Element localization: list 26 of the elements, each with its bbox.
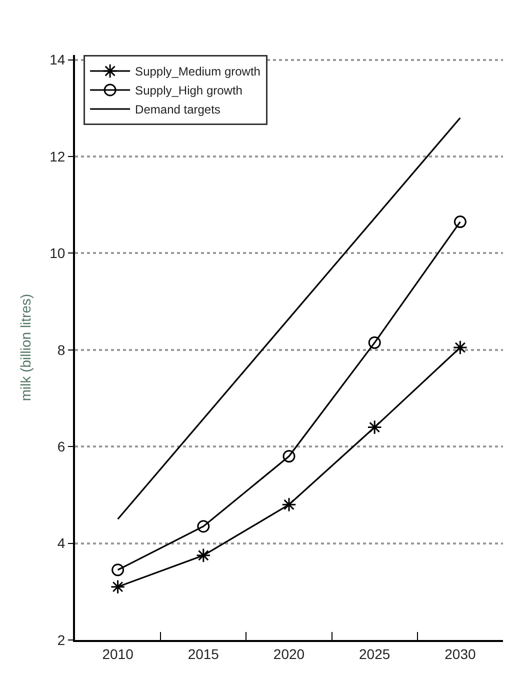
- y-tick-label: 8: [57, 342, 66, 358]
- y-tick-label: 4: [57, 535, 66, 552]
- x-tick-label: 2015: [188, 646, 220, 662]
- point: [367, 420, 382, 435]
- y-tick-label: 2: [57, 632, 66, 648]
- point: [454, 216, 466, 228]
- point: [452, 340, 468, 355]
- point: [282, 497, 296, 512]
- x-tick-label: 2025: [359, 646, 390, 662]
- legend-label: Supply_Medium growth: [135, 64, 260, 79]
- y-tick-label: 10: [50, 245, 66, 262]
- point: [282, 450, 296, 463]
- y-axis-title: milk (billion litres): [18, 294, 34, 402]
- point: [368, 336, 381, 349]
- y-tick-label: 12: [50, 148, 66, 164]
- x-tick-label: 2010: [102, 646, 134, 662]
- point: [112, 564, 124, 576]
- legend-label: Supply_High growth: [135, 84, 242, 98]
- point: [197, 520, 210, 533]
- x-tick-label: 2030: [444, 646, 476, 662]
- point: [196, 548, 211, 563]
- x-tick-label: 2020: [273, 646, 305, 662]
- y-tick-label: 6: [57, 438, 66, 455]
- point: [110, 579, 126, 594]
- legend-label: Demand targets: [135, 102, 220, 117]
- y-tick-label: 14: [50, 52, 66, 68]
